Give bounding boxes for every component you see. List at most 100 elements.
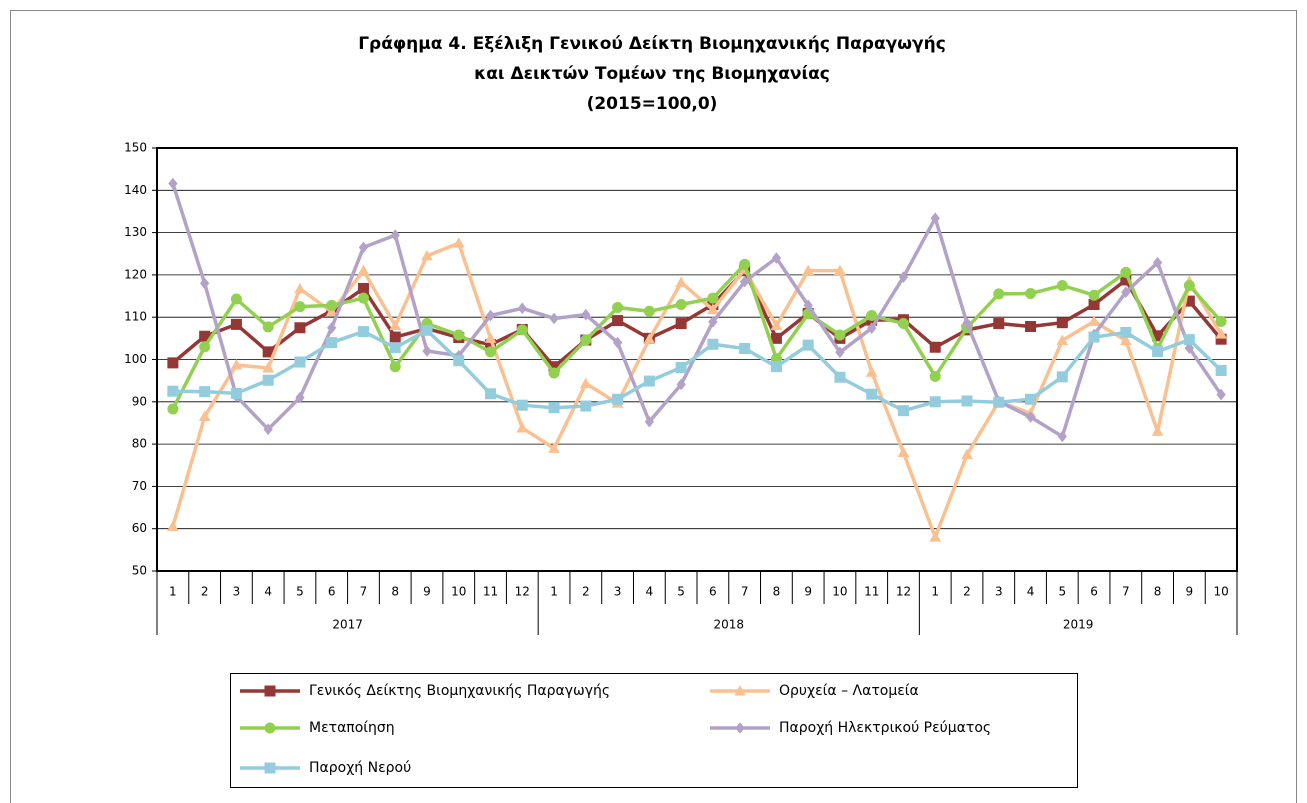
data-point	[897, 318, 909, 330]
data-point	[1215, 328, 1227, 339]
data-point	[897, 446, 910, 458]
data-point	[294, 282, 306, 294]
x-tick-label: 7	[741, 585, 749, 599]
data-point	[579, 377, 592, 389]
data-point	[453, 355, 465, 367]
x-tick-label: 12	[515, 585, 530, 599]
x-tick-label: 5	[1058, 585, 1066, 599]
x-tick-label: 4	[264, 585, 272, 599]
data-point	[580, 334, 592, 346]
x-tick-label: 3	[995, 585, 1003, 599]
data-point	[357, 264, 370, 276]
data-point	[612, 336, 623, 349]
chart-frame	[10, 10, 1297, 803]
x-tick-label: 9	[423, 585, 431, 599]
chart-title: (2015=100,0)	[587, 94, 718, 114]
data-point	[516, 421, 529, 433]
data-point	[1183, 334, 1195, 346]
data-point	[453, 329, 465, 341]
data-point	[770, 332, 782, 344]
data-point	[517, 302, 527, 315]
data-point	[643, 375, 655, 387]
data-point	[865, 366, 878, 377]
data-point	[612, 393, 624, 405]
x-tick-label: 7	[360, 585, 368, 599]
data-point	[929, 396, 941, 408]
data-point	[484, 332, 497, 343]
x-tick-label: 3	[233, 585, 241, 599]
data-point	[516, 399, 528, 411]
y-tick-label: 70	[132, 479, 147, 493]
y-tick-label: 90	[132, 394, 147, 408]
data-point	[548, 367, 560, 379]
data-point	[390, 229, 400, 241]
y-tick-label: 140	[124, 183, 147, 197]
data-point	[740, 275, 750, 288]
data-point	[993, 396, 1005, 408]
data-point	[962, 317, 972, 329]
data-point	[866, 310, 878, 322]
data-point	[200, 277, 210, 290]
data-point	[516, 324, 528, 336]
data-point	[834, 264, 846, 276]
x-tick-label: 6	[709, 585, 717, 599]
data-point	[167, 520, 179, 532]
data-point	[262, 374, 274, 386]
data-point	[389, 331, 401, 343]
data-point	[357, 326, 369, 338]
data-point	[295, 391, 305, 404]
series-line	[171, 183, 1223, 439]
data-point	[993, 318, 1005, 330]
x-tick-label: 10	[832, 585, 847, 599]
x-tick-label: 1	[550, 585, 558, 599]
data-point	[294, 301, 306, 313]
data-point	[708, 316, 718, 328]
data-point	[803, 299, 813, 312]
data-point	[1216, 388, 1226, 401]
data-point	[230, 358, 243, 370]
series-line	[171, 268, 1223, 369]
x-tick-label: 2	[582, 585, 590, 599]
data-point	[325, 305, 338, 317]
x-tick-label: 1	[169, 585, 177, 599]
data-point	[294, 356, 306, 368]
data-point	[358, 241, 369, 254]
x-tick-label: 6	[328, 585, 336, 599]
data-point	[1152, 256, 1163, 269]
legend-marker	[264, 762, 276, 774]
data-point	[326, 337, 338, 349]
legend-label: Παροχή Ηλεκτρικού Ρεύματος	[779, 720, 991, 736]
data-point	[263, 423, 273, 436]
data-point	[294, 322, 306, 334]
x-tick-label: 9	[804, 585, 812, 599]
data-point	[230, 387, 242, 399]
data-point	[866, 388, 878, 400]
data-point	[1151, 425, 1164, 436]
data-point	[1088, 315, 1100, 326]
data-point	[929, 531, 942, 542]
data-point	[168, 177, 178, 190]
data-point	[326, 299, 338, 311]
x-tick-label: 8	[1154, 585, 1162, 599]
data-point	[357, 282, 369, 294]
data-point	[230, 293, 242, 305]
chart-title: και Δεικτών Τομέων της Βιομηχανίας	[474, 64, 830, 84]
data-point	[167, 357, 179, 369]
y-tick-label: 100	[124, 352, 147, 366]
legend-marker	[735, 722, 745, 734]
chart-title: Γράφημα 4. Εξέλιξη Γενικού Δείκτη Βιομηχ…	[358, 34, 946, 54]
data-point	[867, 322, 877, 334]
y-tick-label: 80	[132, 437, 147, 451]
x-tick-label: 12	[896, 585, 911, 599]
legend-label: Παροχή Νερού	[309, 760, 411, 776]
data-point	[739, 258, 751, 270]
data-point	[770, 319, 783, 331]
x-tick-label: 4	[646, 585, 654, 599]
legend-marker	[264, 685, 276, 697]
data-point	[802, 339, 814, 351]
data-point	[327, 321, 337, 334]
x-tick-label: 11	[483, 585, 498, 599]
x-tick-label: 9	[1186, 585, 1194, 599]
x-tick-label: 1	[931, 585, 939, 599]
